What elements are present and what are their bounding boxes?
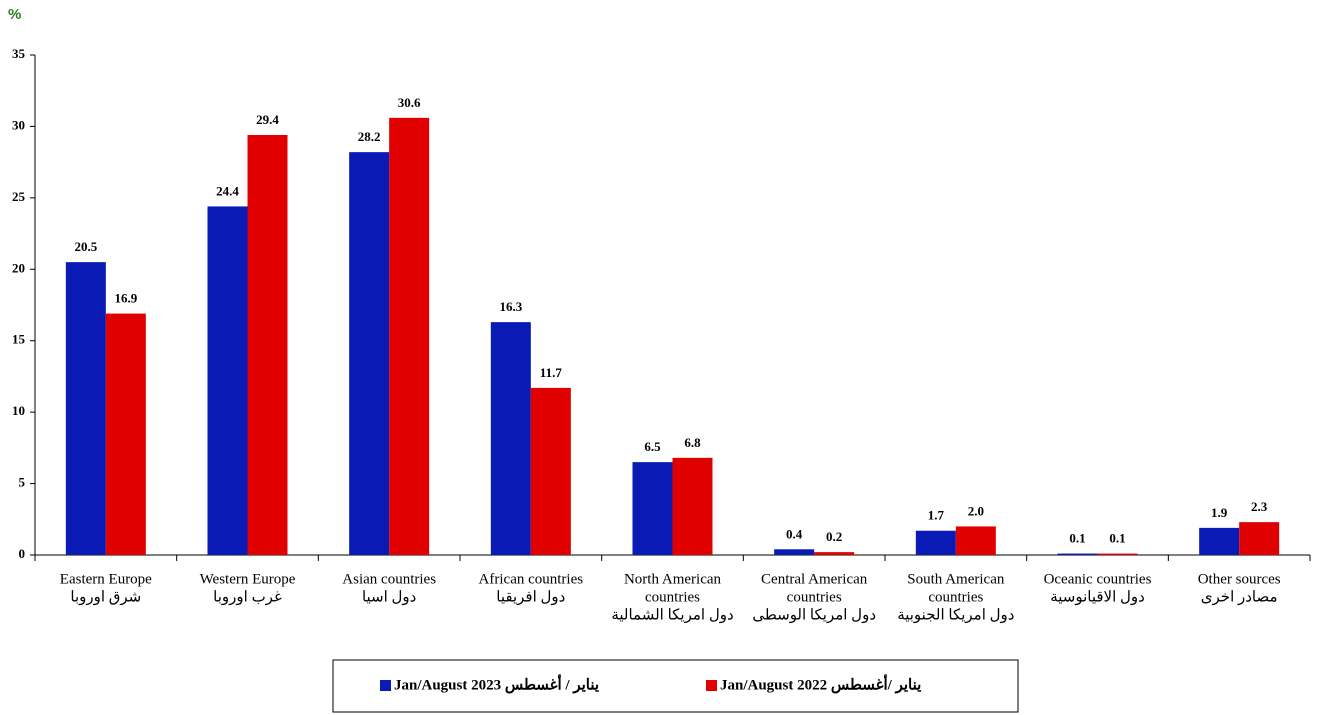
bar bbox=[530, 387, 571, 555]
data-label: 6.8 bbox=[684, 435, 701, 450]
bar bbox=[389, 117, 430, 555]
x-tick-label: African countries bbox=[479, 571, 584, 587]
bar bbox=[814, 552, 855, 555]
bar bbox=[65, 262, 106, 555]
legend-label: Jan/August 2022 يناير /أغسطس bbox=[720, 673, 921, 693]
y-tick-label: 25 bbox=[12, 189, 26, 204]
y-tick-label: 5 bbox=[19, 475, 26, 490]
data-label: 29.4 bbox=[256, 112, 279, 127]
data-label: 0.1 bbox=[1109, 531, 1125, 546]
data-label: 6.5 bbox=[644, 439, 661, 454]
data-label: 1.9 bbox=[1211, 505, 1228, 520]
x-tick-label: Central American bbox=[761, 571, 868, 587]
data-label: 24.4 bbox=[216, 183, 239, 198]
data-label: 2.0 bbox=[968, 503, 984, 518]
x-tick-label: دول امريكا الشمالية bbox=[611, 607, 733, 623]
x-tick-label: countries bbox=[928, 589, 983, 605]
x-tick-label: دول امريكا الوسطى bbox=[752, 607, 876, 623]
x-tick-label: شرق اوروبا bbox=[70, 589, 141, 605]
legend-label: Jan/August 2023 يناير / أغسطس bbox=[394, 673, 599, 693]
data-label: 16.9 bbox=[114, 291, 137, 306]
data-label: 20.5 bbox=[74, 239, 97, 254]
legend-swatch bbox=[380, 680, 391, 691]
x-tick-label: دول افريقيا bbox=[496, 589, 565, 605]
data-label: 28.2 bbox=[358, 129, 381, 144]
data-label: 0.4 bbox=[786, 526, 803, 541]
bar bbox=[774, 549, 815, 555]
y-tick-label: 30 bbox=[12, 117, 25, 132]
data-label: 1.7 bbox=[928, 508, 945, 523]
data-label: 11.7 bbox=[540, 365, 563, 380]
x-tick-label: South American bbox=[907, 571, 1005, 587]
x-tick-label: countries bbox=[645, 589, 700, 605]
data-label: 2.3 bbox=[1251, 499, 1268, 514]
y-unit: % bbox=[8, 6, 21, 23]
x-tick-label: غرب اوروبا bbox=[213, 589, 282, 605]
x-tick-label: Other sources bbox=[1198, 571, 1281, 587]
legend-swatch bbox=[706, 680, 717, 691]
x-tick-label: دول اسيا bbox=[362, 589, 416, 605]
y-tick-label: 20 bbox=[12, 260, 25, 275]
x-tick-label: Oceanic countries bbox=[1044, 571, 1152, 587]
bar bbox=[207, 206, 248, 555]
data-label: 16.3 bbox=[499, 299, 522, 314]
x-tick-label: دول الاقيانوسية bbox=[1050, 589, 1145, 605]
x-tick-label: Asian countries bbox=[342, 571, 436, 587]
data-label: 0.1 bbox=[1069, 531, 1085, 546]
bar bbox=[1199, 527, 1240, 555]
bar bbox=[1239, 522, 1280, 555]
bar bbox=[490, 322, 531, 555]
x-tick-label: countries bbox=[787, 589, 842, 605]
bar bbox=[632, 462, 673, 555]
bar bbox=[672, 457, 713, 555]
data-label: 0.2 bbox=[826, 529, 842, 544]
bar bbox=[105, 313, 146, 555]
x-tick-label: Western Europe bbox=[200, 571, 296, 587]
y-tick-label: 35 bbox=[12, 46, 26, 61]
legend-box bbox=[332, 659, 1019, 713]
bar bbox=[1057, 553, 1098, 555]
y-tick-label: 15 bbox=[12, 332, 26, 347]
y-tick-label: 0 bbox=[19, 546, 26, 561]
x-tick-label: دول امريكا الجنوبية bbox=[897, 607, 1014, 623]
bar bbox=[349, 152, 390, 555]
data-label: 30.6 bbox=[398, 95, 421, 110]
bar bbox=[1097, 553, 1138, 555]
bar bbox=[247, 135, 288, 555]
y-tick-label: 10 bbox=[12, 403, 25, 418]
x-tick-label: North American bbox=[624, 571, 722, 587]
bar bbox=[955, 526, 996, 555]
bar bbox=[915, 530, 956, 555]
x-tick-label: Eastern Europe bbox=[60, 571, 152, 587]
x-tick-label: مصادر اخرى bbox=[1201, 589, 1278, 605]
